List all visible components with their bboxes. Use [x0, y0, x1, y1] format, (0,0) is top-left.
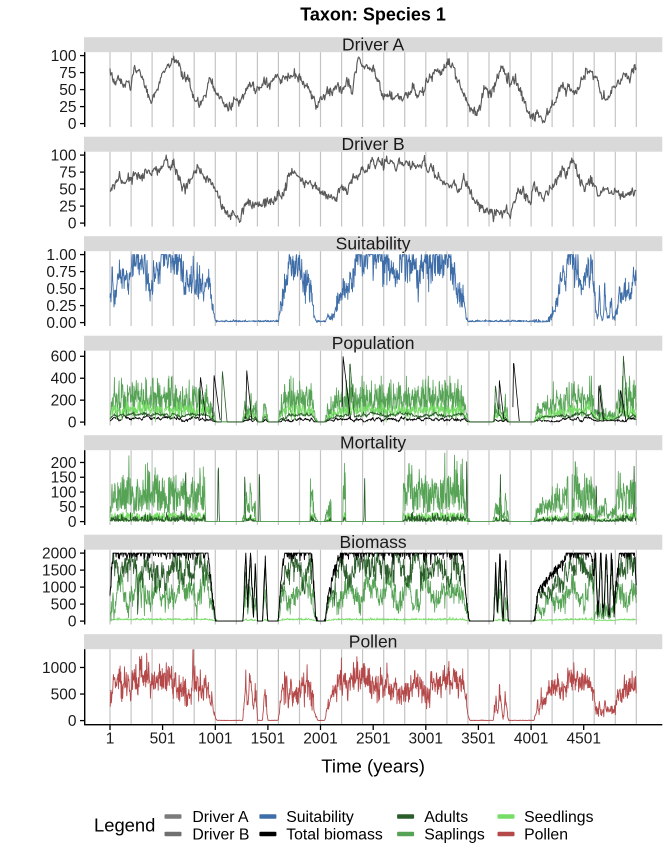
svg-text:0: 0: [68, 713, 77, 730]
svg-text:1000: 1000: [42, 660, 77, 677]
svg-text:Adults: Adults: [424, 809, 468, 826]
svg-text:0: 0: [68, 116, 77, 133]
svg-text:25: 25: [59, 198, 76, 215]
svg-text:50: 50: [59, 82, 77, 99]
svg-text:Total biomass: Total biomass: [286, 827, 383, 844]
svg-text:50: 50: [59, 499, 77, 516]
svg-text:Driver A: Driver A: [342, 35, 405, 55]
svg-text:100: 100: [51, 484, 77, 501]
svg-text:75: 75: [59, 65, 76, 82]
svg-text:Taxon: Species 1: Taxon: Species 1: [300, 4, 446, 24]
svg-text:0.00: 0.00: [46, 315, 77, 332]
svg-text:100: 100: [51, 48, 77, 65]
svg-text:501: 501: [150, 731, 176, 748]
svg-text:1001: 1001: [198, 731, 232, 748]
svg-text:200: 200: [51, 393, 77, 410]
svg-text:Time (years): Time (years): [321, 756, 425, 777]
svg-text:0.50: 0.50: [46, 281, 77, 298]
svg-text:0: 0: [68, 215, 77, 232]
svg-text:Pollen: Pollen: [349, 632, 398, 652]
svg-text:Biomass: Biomass: [340, 532, 407, 552]
svg-text:1000: 1000: [42, 579, 77, 596]
svg-text:3501: 3501: [461, 731, 495, 748]
svg-text:25: 25: [59, 99, 76, 116]
svg-text:2501: 2501: [356, 731, 390, 748]
svg-text:Driver B: Driver B: [341, 134, 404, 154]
svg-text:4001: 4001: [514, 731, 548, 748]
svg-text:150: 150: [51, 470, 77, 487]
svg-text:100: 100: [51, 147, 77, 164]
svg-text:500: 500: [51, 596, 77, 613]
svg-text:0: 0: [68, 514, 77, 531]
svg-text:0: 0: [68, 414, 77, 431]
svg-text:Suitability: Suitability: [286, 809, 354, 826]
svg-text:1.00: 1.00: [46, 247, 77, 264]
svg-text:400: 400: [51, 371, 77, 388]
svg-text:2001: 2001: [303, 731, 337, 748]
svg-text:0.75: 0.75: [46, 264, 76, 281]
svg-text:75: 75: [59, 164, 76, 181]
svg-text:200: 200: [51, 455, 77, 472]
svg-text:0: 0: [68, 613, 77, 630]
svg-text:0.25: 0.25: [46, 298, 76, 315]
svg-text:600: 600: [51, 349, 77, 366]
svg-text:1501: 1501: [251, 731, 285, 748]
svg-text:1500: 1500: [42, 562, 77, 579]
svg-text:3001: 3001: [409, 731, 443, 748]
svg-text:Legend: Legend: [94, 814, 155, 835]
svg-text:Suitability: Suitability: [336, 234, 411, 254]
svg-text:4501: 4501: [566, 731, 600, 748]
svg-text:2000: 2000: [42, 545, 77, 562]
svg-text:1: 1: [106, 731, 115, 748]
svg-text:500: 500: [51, 686, 77, 703]
svg-text:Mortality: Mortality: [340, 433, 406, 453]
svg-text:Seedlings: Seedlings: [524, 809, 593, 826]
svg-text:Population: Population: [332, 333, 415, 353]
svg-text:50: 50: [59, 181, 77, 198]
svg-text:Driver A: Driver A: [192, 809, 249, 826]
svg-text:Driver B: Driver B: [192, 827, 249, 844]
svg-text:Saplings: Saplings: [424, 827, 485, 844]
svg-text:Pollen: Pollen: [524, 827, 568, 844]
